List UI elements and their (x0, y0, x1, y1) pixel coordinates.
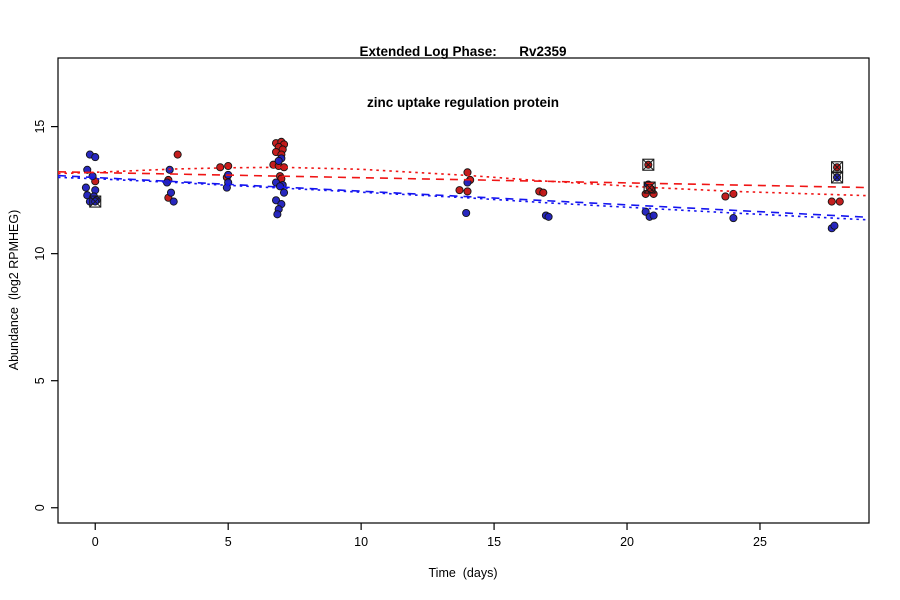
data-point-red-condition (721, 192, 730, 201)
data-point-red-condition (173, 150, 182, 159)
x-tick-label: 25 (753, 535, 767, 549)
y-tick-label: 0 (33, 504, 47, 511)
data-point-blue-condition (279, 188, 289, 197)
data-point-blue-condition (273, 210, 282, 219)
data-point-blue-condition (81, 183, 90, 192)
x-axis-label: Time (days) (428, 566, 498, 580)
data-point-blue-condition (274, 156, 283, 165)
x-tick-label: 20 (620, 535, 634, 549)
data-point-blue-condition (544, 212, 553, 221)
data-point-red-condition (455, 186, 464, 195)
data-point-red-condition (463, 187, 472, 196)
data-point-red-condition (216, 163, 225, 172)
y-tick-label: 10 (33, 247, 47, 261)
data-point-red-condition (539, 188, 548, 197)
data-point-blue-condition (271, 196, 281, 205)
data-point-red-condition (835, 197, 844, 206)
data-point-blue-condition (830, 221, 839, 230)
marked-point-square (831, 171, 844, 184)
marked-point-square (89, 195, 102, 208)
plot-title-line2: zinc uptake regulation protein (366, 95, 560, 110)
marked-point-square (642, 158, 655, 171)
marked-point-x-stroke (643, 181, 656, 194)
x-tick-label: 15 (487, 535, 501, 549)
marked-point-x-stroke (831, 171, 843, 184)
marked-point-x-stroke (642, 158, 655, 171)
x-tick-label: 5 (225, 535, 232, 549)
y-tick-label: 15 (33, 120, 47, 134)
marked-point-square (831, 161, 844, 174)
y-tick-label: 5 (33, 377, 47, 384)
marked-point-square (643, 181, 656, 194)
data-point-blue-condition (463, 178, 472, 187)
data-point-blue-condition (649, 211, 658, 220)
data-point-blue-condition (166, 188, 176, 197)
trend-line-blue-linear-fit (57, 174, 870, 219)
x-tick-label: 10 (354, 535, 368, 549)
data-point-blue-condition (83, 165, 92, 174)
data-point-red-condition (827, 197, 836, 206)
plot-title: Extended Log Phase: Rv2359 zinc uptake r… (359, 9, 566, 145)
plot-box (57, 57, 870, 524)
data-point-blue-condition (275, 182, 285, 191)
trend-line-red-linear-fit (57, 171, 870, 189)
marked-point-x-stroke (89, 195, 102, 208)
data-point-red-condition (224, 161, 233, 171)
x-tick-label: 0 (92, 535, 99, 549)
marked-point-x-stroke (831, 161, 843, 174)
data-point-blue-condition (169, 197, 178, 206)
data-point-blue-condition (729, 214, 738, 223)
plot-title-line1: Extended Log Phase: Rv2359 (359, 44, 567, 59)
data-point-blue-condition (462, 208, 471, 218)
y-axis-label: Abundance (log2 RPMHEG) (7, 209, 21, 371)
data-point-blue-condition (91, 153, 100, 162)
